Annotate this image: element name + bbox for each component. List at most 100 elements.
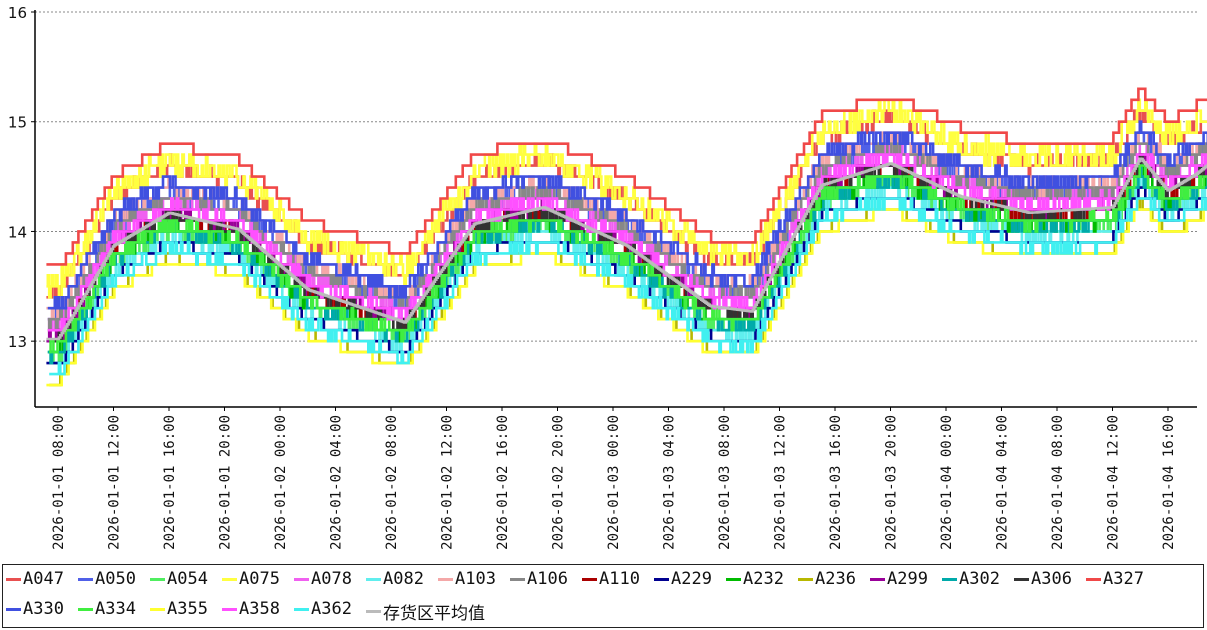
x-tick-label: 2026-01-03 16:00	[828, 415, 844, 550]
legend-label: A106	[527, 569, 568, 589]
legend-label: A358	[239, 599, 280, 619]
legend-label: A306	[1031, 569, 1072, 589]
legend-item: A078	[294, 569, 352, 589]
legend-swatch	[6, 607, 21, 611]
legend-item: A362	[294, 599, 352, 619]
x-tick-label: 2026-01-03 20:00	[884, 415, 900, 550]
x-tick-label: 2026-01-02 08:00	[384, 415, 400, 550]
x-tick-label: 2026-01-02 00:00	[273, 415, 289, 550]
legend-label: A229	[671, 569, 712, 589]
legend-swatch	[222, 577, 237, 581]
x-tick-label: 2026-01-01 12:00	[107, 415, 123, 550]
legend-label: 存货区平均值	[383, 604, 485, 624]
legend-label: A327	[1103, 569, 1144, 589]
x-tick-label: 2026-01-01 08:00	[51, 415, 67, 550]
x-tick-label: 2026-01-03 12:00	[773, 415, 789, 550]
legend-label: A232	[743, 569, 784, 589]
legend-swatch	[582, 577, 597, 581]
series-line-A362	[49, 197, 1207, 376]
x-tick-label: 2026-01-02 20:00	[551, 415, 567, 550]
legend-swatch	[1086, 577, 1101, 581]
legend-swatch	[294, 607, 309, 611]
series-line-A358	[47, 153, 1207, 332]
legend-label: A110	[599, 569, 640, 589]
legend-swatch	[150, 577, 165, 581]
legend-label: A302	[959, 569, 1000, 589]
y-tick-label: 13	[8, 333, 27, 351]
legend-label: A082	[383, 569, 424, 589]
x-tick-label: 2026-01-02 12:00	[440, 415, 456, 550]
legend-label: A054	[167, 569, 208, 589]
legend-swatch	[294, 577, 309, 581]
legend-label: A334	[95, 599, 136, 619]
legend-item: A050	[78, 569, 136, 589]
legend-item: A232	[726, 569, 784, 589]
chart-legend: A047 A050 A054 A075 A078 A082 A103 A106 A110 A229…	[2, 564, 1204, 628]
legend-label: A362	[311, 599, 352, 619]
legend-item: A075	[222, 569, 280, 589]
legend-swatch	[942, 577, 957, 581]
legend-item: A229	[654, 569, 712, 589]
legend-swatch	[78, 607, 93, 611]
legend-item: A106	[510, 569, 568, 589]
legend-label: A078	[311, 569, 352, 589]
series-line-A330	[47, 120, 1207, 310]
chart-series-group	[46, 87, 1207, 387]
legend-label: A075	[239, 569, 280, 589]
series-line-A327	[46, 87, 1207, 266]
x-tick-labels: 2026-01-01 08:00 2026-01-01 12:00 2026-01-…	[51, 415, 1177, 550]
legend-item: 存货区平均值	[366, 599, 485, 624]
legend-item: A334	[78, 599, 136, 619]
y-tick-label: 16	[8, 4, 27, 22]
legend-swatch	[1014, 577, 1029, 581]
legend-swatch	[798, 577, 813, 581]
legend-swatch	[726, 577, 741, 581]
series-line-存货区平均值	[46, 157, 1207, 341]
x-tick-label: 2026-01-03 08:00	[717, 415, 733, 550]
legend-item: A110	[582, 569, 640, 589]
x-tick-label: 2026-01-03 00:00	[606, 415, 622, 550]
legend-label: A050	[95, 569, 136, 589]
legend-label: A299	[887, 569, 928, 589]
legend-swatch	[510, 577, 525, 581]
legend-label: A236	[815, 569, 856, 589]
legend-item: A302	[942, 569, 1000, 589]
legend-swatch	[150, 607, 165, 611]
legend-swatch	[6, 577, 21, 581]
legend-swatch	[366, 577, 381, 581]
chart-axes	[31, 10, 1197, 411]
x-tick-label: 2026-01-01 16:00	[162, 415, 178, 550]
series-line-A075	[46, 98, 1207, 299]
legend-swatch	[78, 577, 93, 581]
legend-item: A082	[366, 569, 424, 589]
legend-swatch	[366, 610, 381, 613]
legend-swatch	[222, 607, 237, 611]
legend-label: A330	[23, 599, 64, 619]
x-tick-label: 2026-01-04 04:00	[995, 415, 1011, 550]
legend-item: A299	[870, 569, 928, 589]
legend-item: A327	[1086, 569, 1144, 589]
x-tick-label: 2026-01-04 08:00	[1050, 415, 1066, 550]
legend-item: A103	[438, 569, 496, 589]
legend-item: A358	[222, 599, 280, 619]
legend-item: A054	[150, 569, 208, 589]
x-tick-label: 2026-01-03 04:00	[662, 415, 678, 550]
legend-item: A047	[6, 569, 64, 589]
y-tick-labels: 13 14 15 16	[8, 4, 27, 351]
y-tick-label: 14	[8, 223, 27, 241]
legend-item: A306	[1014, 569, 1072, 589]
legend-label: A355	[167, 599, 208, 619]
legend-item: A236	[798, 569, 856, 589]
legend-item: A330	[6, 599, 64, 619]
x-tick-label: 2026-01-04 00:00	[939, 415, 955, 550]
series-line-A334	[49, 164, 1207, 354]
legend-swatch	[654, 577, 669, 581]
legend-label: A103	[455, 569, 496, 589]
y-tick-label: 15	[8, 114, 27, 132]
x-tick-label: 2026-01-02 04:00	[329, 415, 345, 550]
line-chart: 13 14 15 16 2026-01-01 08:00 2026-01-01 12:0…	[8, 4, 1207, 550]
x-tick-label: 2026-01-02 16:00	[495, 415, 511, 550]
legend-item: A355	[150, 599, 208, 619]
legend-label: A047	[23, 569, 64, 589]
legend-swatch	[438, 577, 453, 581]
